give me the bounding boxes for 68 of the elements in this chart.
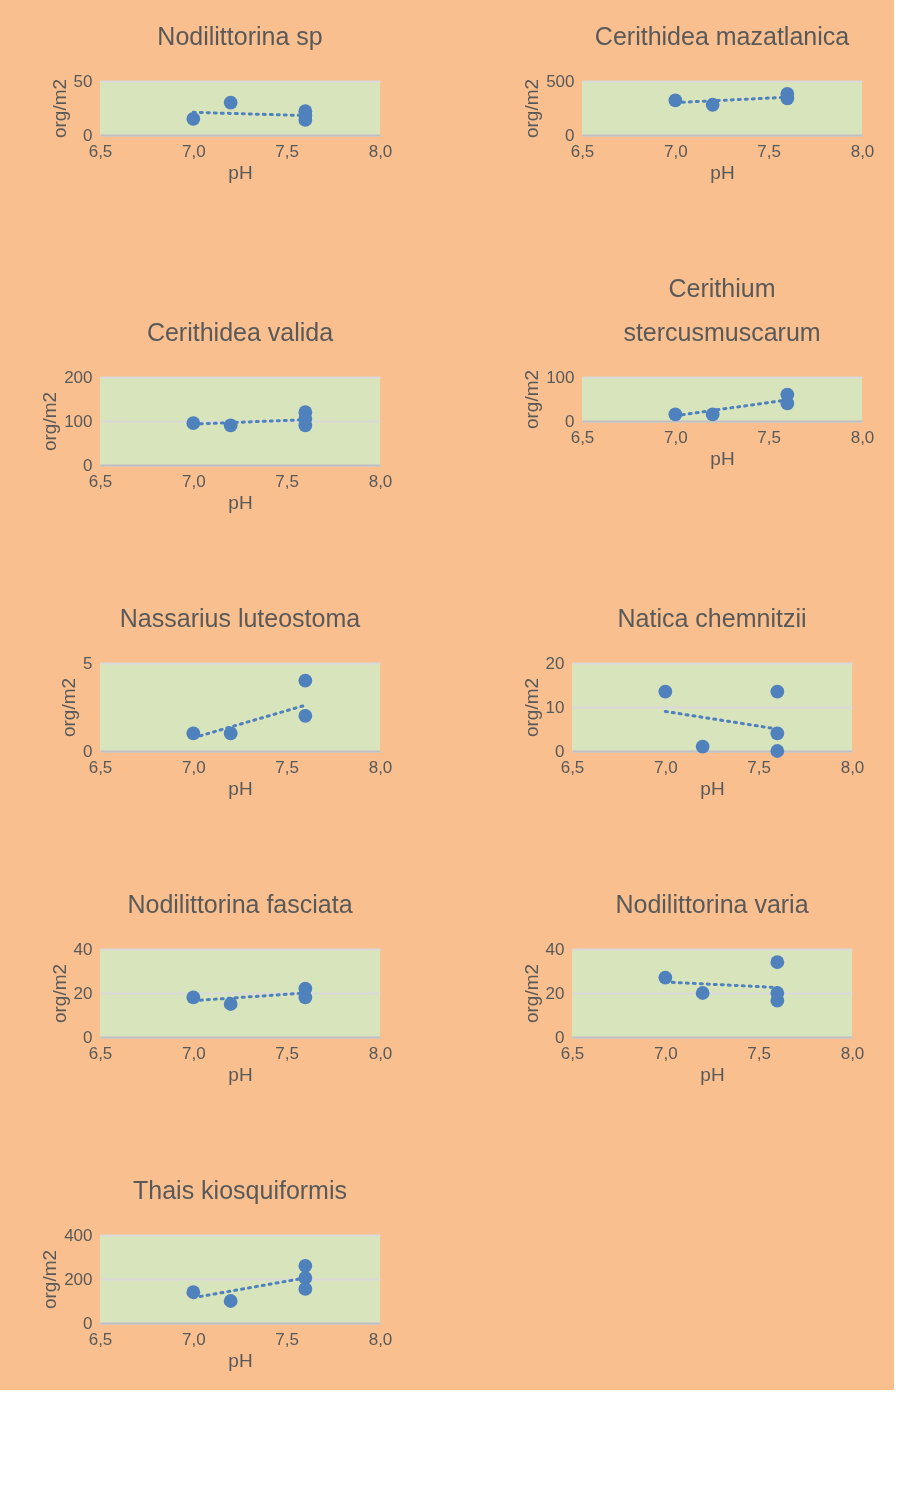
- y-axis-title: org/m2: [48, 963, 70, 1024]
- x-tick-label: 8,0: [850, 427, 875, 447]
- x-axis-title: pH: [228, 1063, 253, 1085]
- x-tick-label: 8,0: [368, 1329, 393, 1349]
- y-tick-label: 50: [73, 71, 93, 91]
- chart-title: Nodilittorina fasciata: [127, 890, 353, 918]
- x-tick-label: 8,0: [368, 471, 393, 491]
- x-tick-label: 7,0: [182, 471, 206, 491]
- x-tick-label: 8,0: [850, 141, 875, 161]
- x-axis-title: pH: [228, 491, 253, 513]
- y-tick-label: 400: [64, 1225, 93, 1245]
- y-tick-label: 200: [64, 367, 93, 387]
- x-tick-label: 8,0: [840, 757, 865, 777]
- y-tick-label: 100: [546, 367, 575, 387]
- x-tick-label: 7,0: [182, 141, 206, 161]
- x-axis-title: pH: [700, 777, 725, 799]
- chart-title: Nodilittorina sp: [157, 22, 323, 50]
- x-tick-label: 7,0: [664, 427, 688, 447]
- chart-title: Nassarius luteostoma: [119, 604, 361, 632]
- x-tick-label: 7,5: [747, 757, 771, 777]
- x-axis-title: pH: [228, 161, 253, 183]
- x-tick-label: 7,5: [747, 1043, 771, 1063]
- x-tick-label: 7,0: [182, 1043, 206, 1063]
- chart-title: Cerithidea mazatlanica: [594, 22, 850, 50]
- y-axis-title: org/m2: [520, 963, 542, 1024]
- y-axis-title: org/m2: [521, 78, 543, 139]
- chart-title: Cerithidea valida: [146, 318, 334, 346]
- y-tick-label: 20: [73, 983, 93, 1003]
- x-tick-label: 7,0: [654, 1043, 678, 1063]
- x-axis-title: pH: [228, 1349, 253, 1371]
- x-tick-label: 7,0: [182, 757, 206, 777]
- x-tick-label: 7,5: [275, 1329, 299, 1349]
- y-axis-title: org/m2: [48, 78, 70, 139]
- x-tick-label: 7,5: [757, 141, 781, 161]
- x-tick-label: 8,0: [840, 1043, 865, 1063]
- y-tick-label: 20: [545, 653, 565, 673]
- y-tick-label: 10: [545, 697, 565, 717]
- chart-title: Cerithium stercusmuscarum: [623, 274, 821, 346]
- x-tick-label: 8,0: [368, 757, 393, 777]
- x-tick-label: 7,5: [275, 757, 299, 777]
- x-tick-label: 7,5: [275, 471, 299, 491]
- y-axis-title: org/m2: [39, 391, 61, 452]
- x-tick-label: 7,0: [182, 1329, 206, 1349]
- y-axis-title: org/m2: [58, 677, 80, 738]
- y-tick-label: 20: [545, 983, 565, 1003]
- x-tick-label: 7,5: [275, 1043, 299, 1063]
- y-tick-label: 40: [73, 939, 93, 959]
- x-axis-title: pH: [710, 161, 735, 183]
- x-tick-label: 7,5: [757, 427, 781, 447]
- x-axis-title: pH: [228, 777, 253, 799]
- y-tick-label: 200: [64, 1269, 93, 1289]
- y-tick-label: 500: [546, 71, 575, 91]
- y-tick-label: 5: [83, 653, 93, 673]
- x-tick-label: 7,5: [275, 141, 299, 161]
- chart-title: Thais kiosquiformis: [133, 1176, 347, 1204]
- chart-title: Nodilittorina varia: [615, 890, 809, 918]
- x-tick-label: 7,0: [654, 757, 678, 777]
- y-tick-label: 40: [545, 939, 565, 959]
- x-tick-label: 8,0: [368, 1043, 393, 1063]
- x-axis-title: pH: [710, 447, 735, 469]
- x-axis-title: pH: [700, 1063, 725, 1085]
- y-axis-title: org/m2: [521, 369, 543, 430]
- chart-title: Natica chemnitzii: [617, 604, 807, 632]
- x-tick-label: 7,0: [664, 141, 688, 161]
- y-axis-title: org/m2: [520, 677, 542, 738]
- x-tick-label: 8,0: [368, 141, 393, 161]
- y-axis-title: org/m2: [39, 1249, 61, 1310]
- y-tick-label: 100: [64, 411, 93, 431]
